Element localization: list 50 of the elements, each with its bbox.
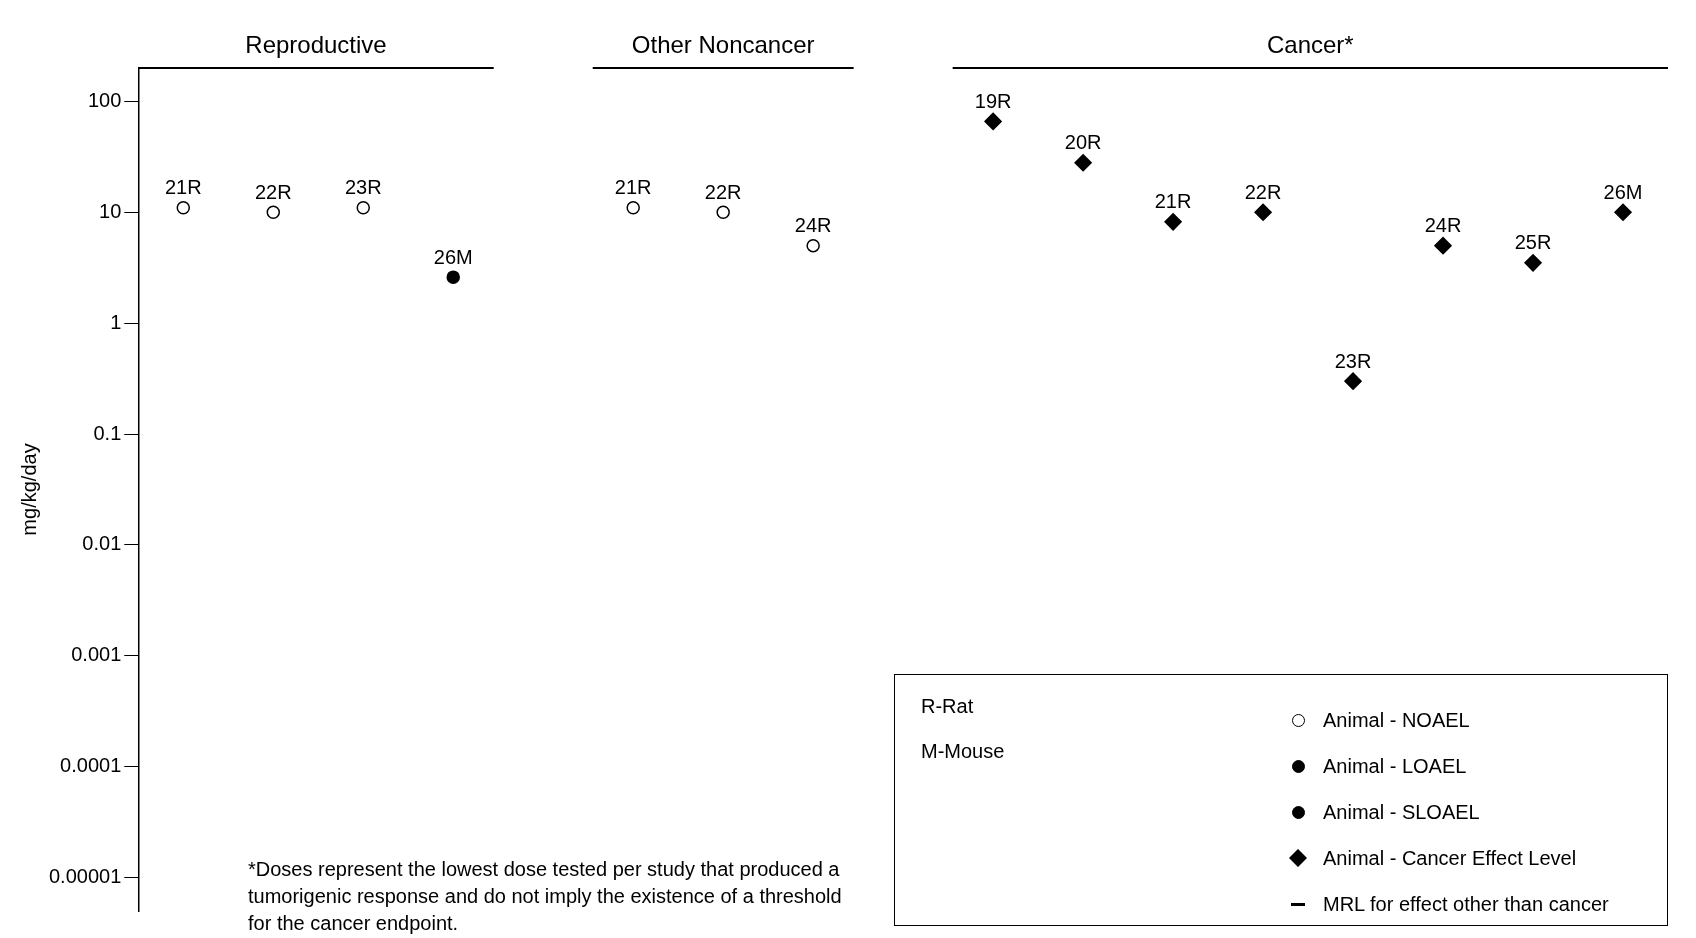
point [716,205,730,220]
text: Other Noncancer [631,30,815,58]
x-tick-label: 20R [1064,131,1102,154]
x-tick-label: 25R [1514,231,1552,254]
legend-label: Animal - NOAEL [1323,708,1470,732]
legend-label: Animal - SLOAEL [1323,800,1480,824]
x-tick-label: 23R [344,176,382,199]
text: Cancer* [1266,30,1354,58]
x-tick-label: 22R [704,180,742,203]
x-tick-label: 26M [1603,180,1643,203]
x-tick-label: 19R [974,89,1012,112]
legend-label: Animal - Cancer Effect Level [1323,846,1577,870]
point [446,270,460,284]
point [984,112,1002,131]
point [176,200,191,215]
x-tick-label: 21R [1154,190,1192,213]
y-tick-label: 0.1 [93,421,122,444]
y-axis-title: mg/kg/day [17,443,40,536]
y-tick-label: 10 [99,199,122,222]
x-tick-label: 24R [1424,214,1462,237]
x-tick-label: 21R [614,176,652,199]
point [1254,203,1272,222]
y-tick-label: 0.01 [82,532,122,555]
annotation: R-Rat [921,695,975,719]
y-tick-label: 0.0001 [60,754,122,777]
point [266,205,281,220]
y-tick-label: 0.001 [71,643,122,666]
point [1524,254,1542,272]
y-tick-label: 100 [87,88,122,111]
point [1344,372,1362,390]
x-tick-label: 24R [794,214,832,237]
x-tick-label: 22R [254,180,292,203]
point [1614,203,1632,222]
annotation: *Doses represent the lowest dose tested per study that produced a tumorigenic response and do not imply the existence of a threshold for the cancer endpoint. [248,857,843,936]
legend-label: MRL for effect other than cancer [1323,892,1609,916]
x-tick-label: 23R [1334,349,1372,372]
point [1074,153,1092,172]
point [626,200,640,215]
point [1434,236,1452,255]
x-tick-label: 22R [1244,180,1282,203]
y-tick-label: 0.00001 [49,865,122,888]
text: Reproductive [245,30,387,58]
annotation: M-Mouse [921,740,1006,764]
point [806,238,820,253]
point [1164,213,1182,231]
point [356,200,370,215]
y-tick-label: 1 [110,310,122,333]
x-tick-label: 26M [433,245,473,268]
x-tick-label: 21R [164,176,202,199]
legend-label: Animal - LOAEL [1323,754,1467,778]
